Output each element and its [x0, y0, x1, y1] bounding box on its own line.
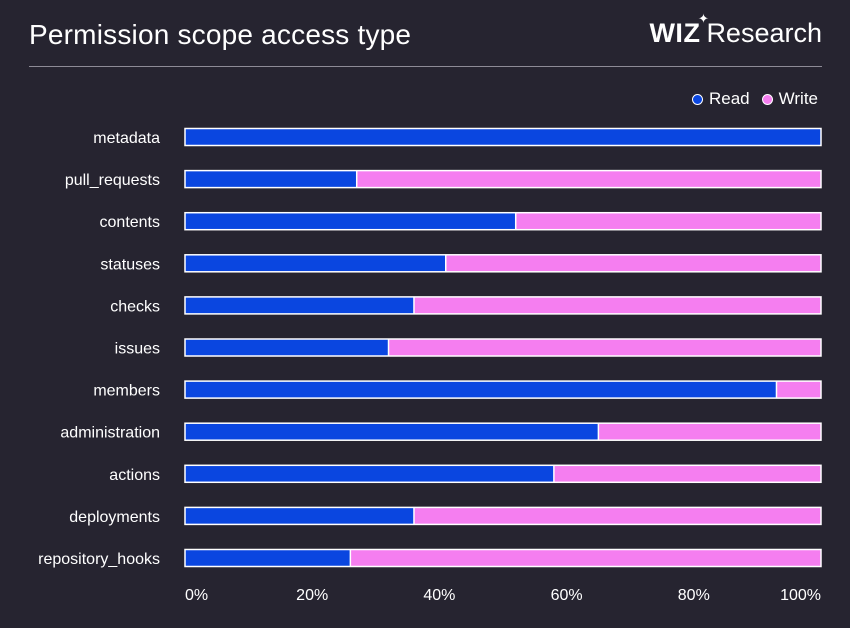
chart-legend: Read Write: [692, 89, 818, 109]
category-label: issues: [115, 341, 160, 358]
legend-item-read: Read: [692, 89, 750, 109]
bar-segment-read: [185, 465, 554, 483]
bar-outline: [184, 548, 822, 568]
bar-outline: [184, 422, 822, 441]
bar-segment-read: [185, 423, 599, 441]
bar-segment-write: [356, 170, 821, 188]
x-tick-label: 40%: [423, 587, 455, 604]
bar-segment-write: [598, 423, 821, 441]
bar-segment-read: [185, 549, 351, 567]
sparkle-icon: ✦: [698, 11, 710, 26]
category-label: actions: [109, 467, 160, 484]
bar-segment-read: [185, 339, 389, 356]
bar-outline: [184, 211, 822, 231]
x-tick-label: 60%: [551, 587, 583, 604]
category-label: checks: [110, 298, 160, 315]
x-tick-label: 0%: [185, 587, 208, 604]
bar-segment-write: [350, 549, 821, 567]
x-tick-label: 100%: [780, 587, 821, 604]
brand-research-text: Research: [706, 18, 822, 48]
bar-outline: [184, 169, 822, 189]
legend-label-read: Read: [709, 89, 750, 108]
x-tick-label: 20%: [296, 587, 328, 604]
category-label: administration: [60, 425, 160, 442]
bar-outline: [184, 127, 822, 147]
bar-segment-read: [185, 128, 821, 146]
legend-label-write: Write: [778, 89, 818, 108]
bar-outline: [184, 254, 822, 273]
bar-segment-read: [185, 381, 777, 399]
bar-segment-read: [185, 507, 414, 525]
legend-swatch-write: [761, 93, 773, 105]
bar-segment-read: [185, 212, 516, 230]
legend-swatch-read: [692, 93, 703, 105]
category-label: members: [93, 383, 160, 400]
category-label: deployments: [69, 509, 160, 526]
wiz-logo: WIZ ✦: [649, 11, 708, 49]
category-label: statuses: [100, 256, 160, 273]
bar-segment-read: [185, 254, 446, 272]
x-tick-label: 80%: [678, 587, 710, 604]
wiz-logo-text: WIZ: [649, 18, 701, 48]
bar-outline: [184, 338, 822, 357]
bar-segment-write: [515, 212, 821, 230]
brand-logo: WIZ ✦ Research: [649, 11, 822, 54]
bar-segment-write: [413, 507, 821, 525]
bar-segment-write: [776, 381, 821, 399]
category-label: pull_requests: [65, 172, 160, 189]
bar-segment-read: [185, 170, 357, 188]
bar-outline: [184, 506, 822, 526]
category-label: repository_hooks: [38, 551, 160, 568]
bar-segment-write: [388, 339, 821, 356]
bar-segment-read: [185, 296, 414, 314]
bar-segment-write: [413, 296, 821, 314]
bar-outline: [184, 464, 822, 484]
header-divider: [29, 66, 822, 67]
bar-segment-write: [553, 465, 821, 483]
chart-title: Permission scope access type: [29, 19, 412, 50]
bar-outline: [184, 380, 822, 399]
bar-segment-write: [445, 254, 821, 272]
category-label: metadata: [93, 130, 160, 147]
bar-outline: [184, 296, 822, 315]
category-label: contents: [100, 214, 160, 231]
legend-item-write: Write: [761, 89, 818, 109]
